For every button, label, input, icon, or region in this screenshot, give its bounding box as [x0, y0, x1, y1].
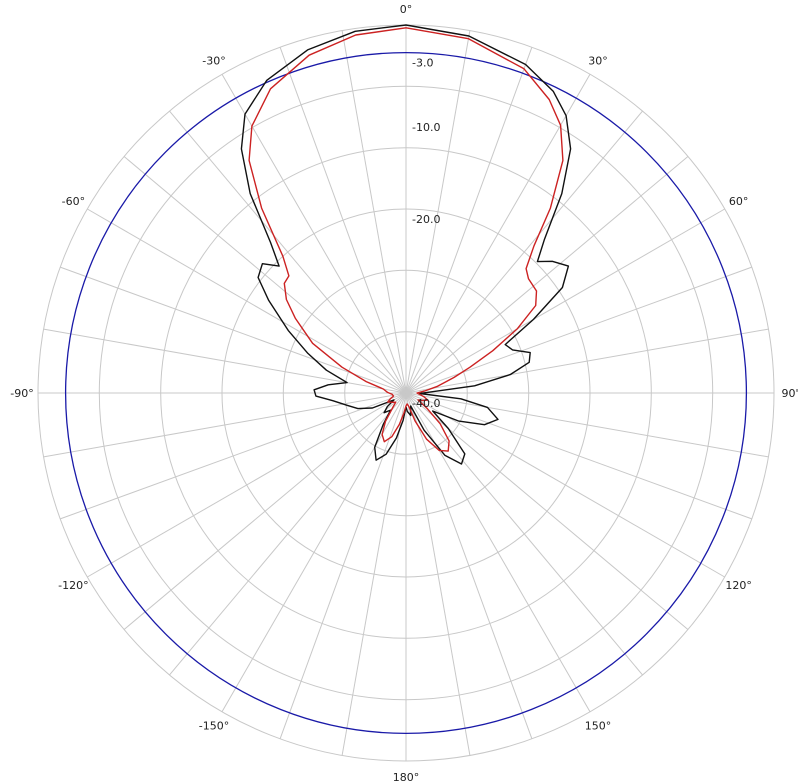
grid-spoke [405, 392, 533, 739]
grid-spoke [60, 392, 407, 520]
radial-tick-label: -20.0 [412, 213, 440, 226]
radial-tick-label: -3.0 [412, 57, 433, 70]
grid-spoke [169, 110, 407, 394]
angle-label: 120° [725, 579, 752, 592]
grid-spoke [405, 392, 752, 520]
grid-spoke [405, 208, 725, 394]
angle-label: 0° [400, 3, 413, 16]
angle-label: -150° [199, 720, 229, 733]
radial-tick-label: -10.0 [412, 121, 440, 134]
angle-label: 180° [393, 771, 420, 784]
radial-tick-labels: -3.0 -10.0 -20.0 -40.0 [412, 57, 440, 410]
radial-tick-label: -40.0 [412, 397, 440, 410]
grid-spoke [123, 392, 407, 630]
angle-label: 90' [781, 387, 798, 400]
grid-spoke [405, 392, 725, 578]
grid-spoke [405, 392, 471, 756]
grid-spoke [405, 392, 689, 630]
grid-spoke [405, 392, 643, 676]
grid-spoke [341, 392, 407, 756]
grid-spoke [405, 47, 533, 394]
grid-spoke [60, 266, 407, 394]
grid-spoke [279, 47, 407, 394]
angle-labels: 0° 30° 60° 90' 120° 150° 180° -150° -120° -90° -60… [10, 3, 798, 784]
series-line-1 [248, 27, 564, 452]
grid-spoke [405, 74, 591, 394]
grid-spoke [405, 110, 643, 394]
grid-spoke [123, 156, 407, 394]
grid-spoke [405, 30, 471, 394]
angle-label: 30° [588, 54, 608, 67]
angle-label: -60° [62, 195, 85, 208]
grid-spoke [405, 156, 689, 394]
reference-circle [64, 51, 748, 735]
grid-spoke [405, 266, 752, 394]
grid-spoke [169, 392, 407, 676]
angle-label: -90° [10, 387, 33, 400]
grid-spoke [87, 392, 407, 578]
grid-spoke [221, 74, 407, 394]
angle-label: 150° [585, 720, 612, 733]
reference-circle-layer [64, 51, 748, 735]
angle-label: -120° [58, 579, 88, 592]
angle-label: -30° [202, 54, 225, 67]
grid-spoke [87, 208, 407, 394]
angle-label: 60° [729, 195, 749, 208]
grid-spoke [43, 392, 407, 458]
grid-spoke [279, 392, 407, 739]
series-line-0 [240, 24, 572, 465]
grid-spoke [341, 30, 407, 394]
series-layer [240, 24, 572, 465]
grid-spoke [405, 328, 769, 394]
grid-spoke [405, 392, 769, 458]
grid-spokes [38, 25, 774, 761]
